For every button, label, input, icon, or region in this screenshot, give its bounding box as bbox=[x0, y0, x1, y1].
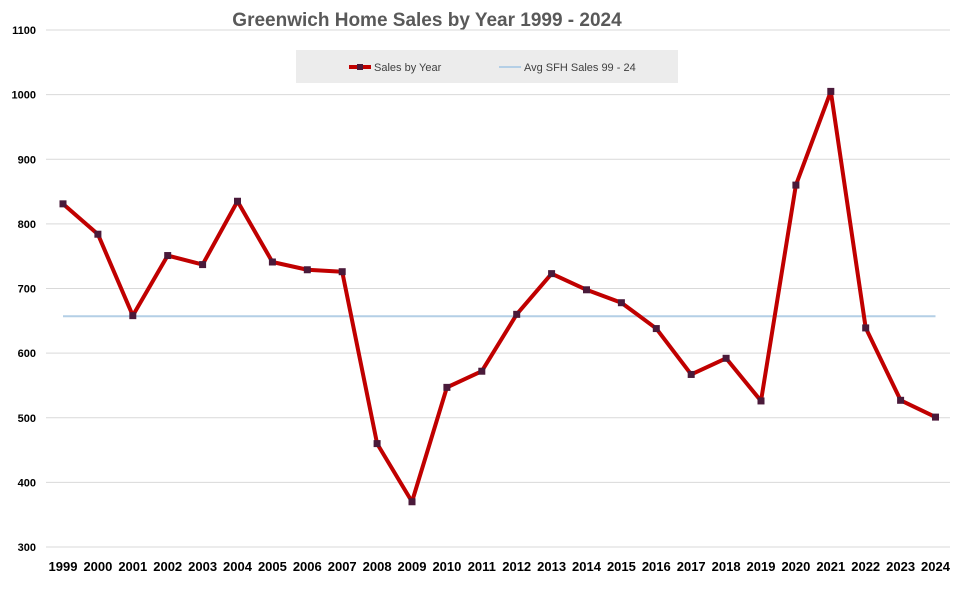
y-tick-label: 600 bbox=[18, 348, 36, 360]
data-point-2007 bbox=[338, 268, 346, 276]
x-tick-label: 2000 bbox=[83, 559, 112, 574]
x-tick-label: 2019 bbox=[747, 559, 776, 574]
data-point-2016 bbox=[652, 325, 660, 333]
x-tick-label: 2015 bbox=[607, 559, 636, 574]
y-axis-ticks: 300 400 500 600 700 800 900 1000 1100 bbox=[12, 25, 36, 554]
y-tick-label: 500 bbox=[18, 413, 36, 425]
x-tick-label: 1999 bbox=[49, 559, 78, 574]
y-tick-label: 400 bbox=[18, 477, 36, 489]
chart-title: Greenwich Home Sales by Year 1999 - 2024 bbox=[232, 10, 622, 31]
data-point-2014 bbox=[583, 286, 590, 294]
data-point-2021 bbox=[827, 87, 835, 95]
data-point-2012 bbox=[513, 310, 521, 318]
y-tick-label: 700 bbox=[18, 284, 36, 296]
data-point-2006 bbox=[303, 266, 311, 274]
data-point-2013 bbox=[548, 270, 556, 278]
data-point-2008 bbox=[373, 440, 381, 448]
series-line-sales-by-year bbox=[61, 89, 937, 504]
x-tick-label: 2008 bbox=[363, 559, 392, 574]
x-tick-label: 2018 bbox=[712, 559, 741, 574]
legend: Sales by Year Avg SFH Sales 99 - 24 bbox=[296, 50, 678, 83]
data-point-2019 bbox=[757, 397, 765, 405]
legend-label-avg-sfh: Avg SFH Sales 99 - 24 bbox=[524, 62, 636, 74]
y-tick-label: 300 bbox=[18, 542, 36, 554]
data-point-2002 bbox=[164, 252, 172, 260]
gridlines bbox=[46, 29, 950, 548]
y-tick-label: 800 bbox=[18, 219, 36, 231]
x-tick-label: 2003 bbox=[188, 559, 217, 574]
data-point-2023 bbox=[897, 396, 905, 404]
x-tick-label: 2010 bbox=[432, 559, 461, 574]
data-point-2001 bbox=[129, 312, 137, 320]
data-point-2010 bbox=[443, 383, 451, 391]
x-tick-label: 2011 bbox=[468, 559, 496, 574]
data-point-2011 bbox=[478, 367, 486, 375]
data-point-2015 bbox=[617, 299, 625, 307]
data-point-2009 bbox=[408, 498, 416, 506]
x-tick-label: 2016 bbox=[642, 559, 671, 574]
x-tick-label: 2012 bbox=[502, 559, 531, 574]
data-point-1999 bbox=[59, 200, 67, 208]
y-tick-label: 1100 bbox=[12, 25, 36, 37]
data-point-2022 bbox=[862, 324, 870, 332]
y-tick-label: 1000 bbox=[12, 90, 36, 102]
data-point-2004 bbox=[234, 197, 241, 205]
data-point-2000 bbox=[94, 230, 102, 238]
x-tick-label: 2013 bbox=[537, 559, 566, 574]
legend-label-sales-by-year: Sales by Year bbox=[374, 62, 442, 74]
x-tick-label: 2022 bbox=[851, 559, 880, 574]
data-point-2018 bbox=[722, 354, 730, 362]
x-tick-label: 2004 bbox=[223, 559, 253, 574]
x-tick-label: 2023 bbox=[886, 559, 915, 574]
x-tick-label: 2024 bbox=[921, 559, 951, 574]
data-point-2005 bbox=[268, 258, 276, 266]
series bbox=[59, 87, 939, 506]
y-tick-label: 900 bbox=[18, 154, 36, 166]
x-tick-label: 2021 bbox=[816, 559, 845, 574]
x-tick-label: 2005 bbox=[258, 559, 287, 574]
x-tick-label: 2009 bbox=[398, 559, 427, 574]
x-axis-ticks: 1999 2000 2001 2002 2003 2004 2005 2006 2007 2008… bbox=[49, 559, 951, 574]
x-tick-label: 2001 bbox=[118, 559, 147, 574]
legend-marker-sales-by-year bbox=[357, 64, 363, 70]
x-tick-label: 2007 bbox=[328, 559, 357, 574]
data-point-2020 bbox=[792, 181, 800, 189]
data-point-2024 bbox=[932, 413, 939, 421]
x-tick-label: 2020 bbox=[781, 559, 810, 574]
data-point-2003 bbox=[199, 261, 207, 269]
data-point-2017 bbox=[687, 370, 695, 378]
x-tick-label: 2002 bbox=[153, 559, 182, 574]
x-tick-label: 2017 bbox=[677, 559, 706, 574]
x-tick-label: 2014 bbox=[572, 559, 602, 574]
x-tick-label: 2006 bbox=[293, 559, 322, 574]
